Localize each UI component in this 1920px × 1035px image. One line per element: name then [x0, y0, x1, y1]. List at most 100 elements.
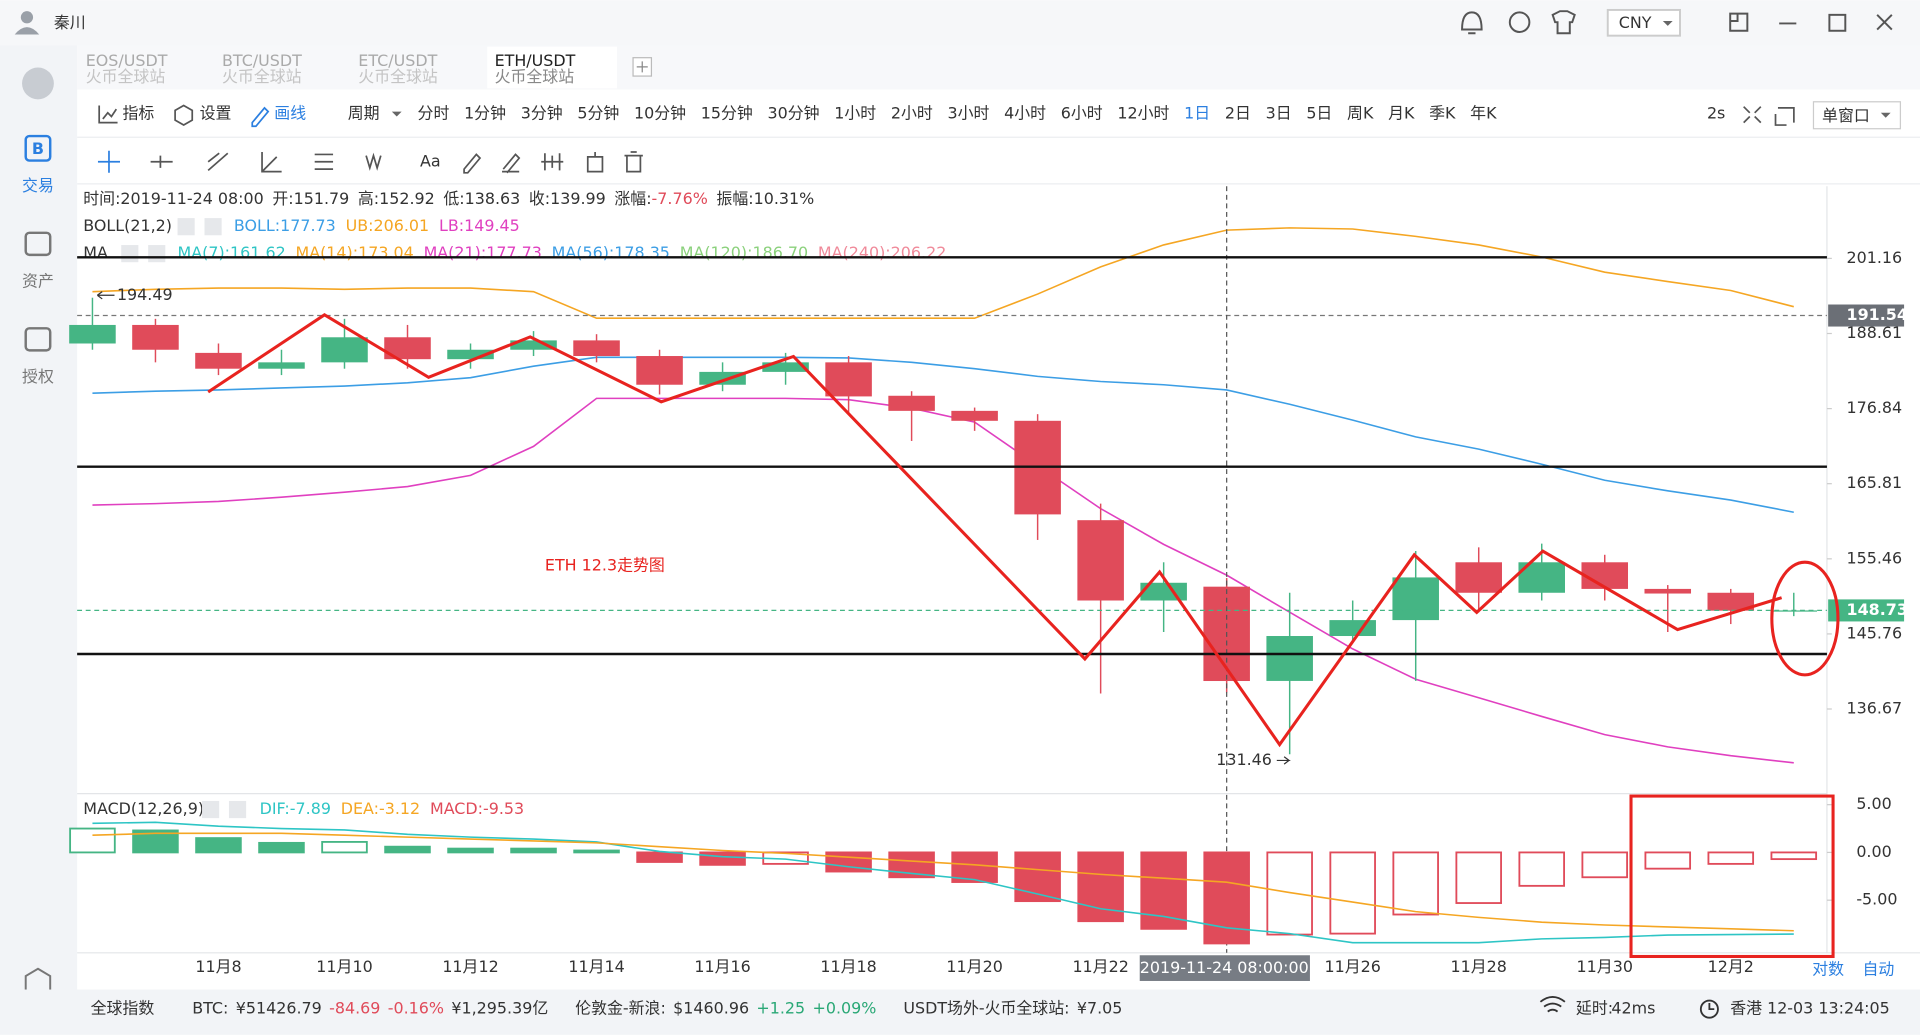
- text-tool[interactable]: Aa: [420, 151, 441, 170]
- tool-button[interactable]: 指标: [122, 104, 154, 123]
- scale-mode[interactable]: 自动: [1862, 959, 1894, 978]
- macd-line: [92, 821, 1794, 944]
- info-label: 收:: [529, 189, 550, 208]
- candle-body: [1581, 562, 1629, 589]
- wifi-icon: [1539, 995, 1566, 1013]
- period-button[interactable]: 2小时: [891, 104, 933, 123]
- title-icons: [1461, 8, 1893, 37]
- period-button[interactable]: 3分钟: [521, 104, 563, 123]
- boll-line: [92, 227, 1794, 320]
- macd-bar: [1518, 851, 1565, 887]
- window-mode: 单窗口: [1822, 106, 1870, 125]
- sidebar-label[interactable]: 资产: [22, 271, 54, 290]
- period-button[interactable]: 3日: [1266, 104, 1292, 123]
- auth-icon[interactable]: [24, 327, 52, 352]
- trade-icon[interactable]: [24, 134, 52, 162]
- close-toggle[interactable]: [228, 800, 247, 819]
- tab[interactable]: [487, 46, 618, 89]
- asset-icon[interactable]: [24, 231, 52, 257]
- period-button[interactable]: 5分钟: [577, 104, 619, 123]
- x-tick-label: 11月12: [442, 957, 498, 976]
- macd-tick-label: 5.00: [1856, 794, 1891, 813]
- macd-tick-label: 0.00: [1856, 842, 1891, 861]
- period-button[interactable]: 1分钟: [464, 104, 506, 123]
- period-button[interactable]: 10分钟: [634, 104, 686, 123]
- boll-line: [92, 397, 1794, 764]
- candle-body: [321, 337, 368, 363]
- close-icon[interactable]: [1876, 14, 1893, 31]
- period-button[interactable]: 1日: [1184, 104, 1210, 123]
- status-item: +1.25: [756, 999, 805, 1018]
- sidebar-label[interactable]: 授权: [22, 367, 54, 386]
- info-label: 低:: [443, 189, 464, 208]
- last-price-label: 148.73: [1847, 600, 1908, 619]
- settings-toggle[interactable]: [202, 800, 220, 819]
- y-tick-label: 165.81: [1847, 473, 1903, 492]
- macd-bar: [1770, 851, 1818, 861]
- y-tick-label: 201.16: [1847, 248, 1903, 267]
- info-label: 高:: [358, 189, 379, 208]
- macd-bar: [573, 849, 620, 854]
- candle-body: [1266, 636, 1313, 681]
- layout-icon[interactable]: [1729, 12, 1749, 32]
- candle-body: [636, 356, 683, 385]
- info-label: 时间:: [83, 189, 120, 208]
- status-item: ¥7.05: [1077, 999, 1123, 1018]
- tab-pair: ETH/USDT: [495, 51, 576, 70]
- dropdown-caret: [391, 111, 402, 117]
- last-price-tag: [1828, 599, 1905, 622]
- macd-bar: [951, 851, 998, 883]
- period-button[interactable]: 周K: [1347, 104, 1374, 123]
- period-button[interactable]: 3小时: [947, 104, 989, 123]
- macd-bar: [1203, 851, 1250, 945]
- status-item: ¥1,295.39亿: [451, 999, 548, 1018]
- sidebar-label[interactable]: 交易: [22, 176, 54, 195]
- crosshair-time-label: 2019-11-24 08:00:00: [1140, 958, 1309, 977]
- low-marker: 131.46: [1216, 750, 1272, 769]
- x-tick-label: 11月14: [568, 957, 624, 976]
- info-value: 138.63: [465, 189, 521, 208]
- period-button[interactable]: 2日: [1225, 104, 1251, 123]
- high-marker: 194.49: [117, 285, 173, 304]
- macd-bar: [258, 841, 305, 854]
- status-item: 伦敦金-新浪:: [575, 999, 666, 1018]
- macd-title: MACD(12,26,9): [83, 799, 204, 818]
- close-toggle[interactable]: [148, 245, 166, 263]
- settings-toggle[interactable]: [121, 245, 139, 263]
- boll-legend: BOLL:177.73: [234, 216, 336, 235]
- tool-button[interactable]: 设置: [200, 104, 232, 123]
- macd-bar: [195, 837, 242, 854]
- period-button[interactable]: 4小时: [1004, 104, 1046, 123]
- skin-icon[interactable]: [1551, 10, 1576, 35]
- period-button[interactable]: 季K: [1429, 104, 1456, 123]
- period-button[interactable]: 年K: [1470, 104, 1497, 123]
- candle-body: [1455, 562, 1502, 593]
- search-icon[interactable]: [1508, 11, 1531, 33]
- period-button[interactable]: 分时: [418, 104, 450, 123]
- sidebar: [0, 45, 78, 990]
- close-toggle[interactable]: [204, 218, 222, 236]
- period-button[interactable]: 6小时: [1061, 104, 1103, 123]
- settings-toggle[interactable]: [177, 218, 195, 236]
- tool-button[interactable]: 画线: [274, 104, 306, 123]
- maximize-icon[interactable]: [1828, 13, 1847, 32]
- status-item: +0.09%: [813, 999, 877, 1018]
- info-label: 开:: [272, 189, 293, 208]
- y-tick-label: 176.84: [1847, 398, 1903, 417]
- add-tab-plus: [636, 61, 648, 73]
- boll-title: BOLL(21,2): [83, 216, 172, 235]
- boll-legend: LB:149.45: [439, 216, 520, 235]
- period-button[interactable]: 30分钟: [767, 104, 819, 123]
- period-button[interactable]: 月K: [1388, 104, 1415, 123]
- bell-icon[interactable]: [1461, 11, 1483, 35]
- scale-mode[interactable]: 对数: [1812, 959, 1844, 978]
- macd-bar: [636, 851, 683, 863]
- ma-legend: MA(7):161.62: [178, 243, 286, 262]
- period-button[interactable]: 12小时: [1117, 104, 1169, 123]
- period-button[interactable]: 15分钟: [701, 104, 753, 123]
- period-button[interactable]: 5日: [1306, 104, 1332, 123]
- macd-bar: [132, 829, 179, 854]
- candle-body: [510, 340, 557, 350]
- period-button[interactable]: 1小时: [834, 104, 876, 123]
- macd-bar: [384, 845, 431, 854]
